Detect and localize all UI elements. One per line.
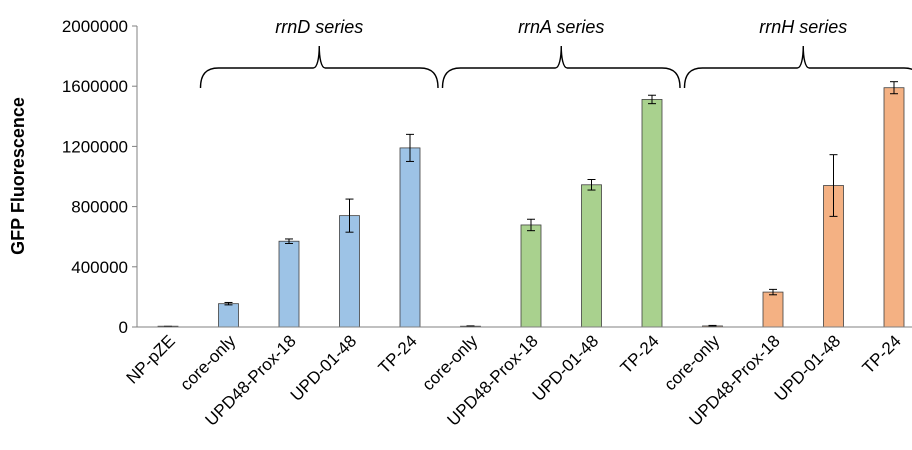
bracket-path — [441, 45, 681, 89]
category-label: UPD-01-48 — [771, 331, 845, 405]
error-bar — [224, 301, 233, 306]
bar — [218, 303, 239, 328]
bracket-path — [683, 45, 912, 89]
y-tick-label: 800000 — [71, 198, 128, 217]
y-axis: 0 400000 800000 1200000 1600000 2000000 — [62, 17, 138, 337]
bar — [278, 240, 300, 328]
category-label: core-only — [176, 331, 239, 394]
error-bar — [345, 198, 354, 233]
y-axis-label: GFP Fluorescence — [8, 97, 28, 255]
y-tick-label: 1200000 — [62, 137, 128, 156]
group-bracket: rrnH series — [683, 17, 912, 89]
group-label: rrnH series — [759, 17, 847, 37]
error-bar — [708, 324, 717, 327]
bar — [883, 87, 905, 328]
error-bar — [890, 81, 898, 95]
group-bracket: rrnA series — [441, 17, 681, 89]
bracket-path — [199, 45, 439, 89]
error-bars — [164, 81, 898, 328]
category-label: TP-24 — [375, 331, 421, 377]
bar — [641, 99, 663, 328]
category-label: UPD-01-48 — [529, 331, 603, 405]
bar — [520, 224, 542, 328]
category-label: NP-pZE — [123, 331, 179, 387]
bar — [762, 291, 784, 328]
y-tick-label: 1600000 — [62, 77, 128, 96]
y-tick-label: 0 — [119, 318, 128, 337]
category-label: core-only — [418, 331, 481, 394]
y-tick-label: 400000 — [71, 258, 128, 277]
group-label: rrnA series — [518, 17, 604, 37]
group-label: rrnD series — [275, 17, 363, 37]
error-bar — [587, 179, 596, 191]
category-label: UPD-01-48 — [287, 331, 361, 405]
group-bracket: rrnD series — [199, 17, 439, 89]
category-label: core-only — [660, 331, 723, 394]
error-bar — [285, 238, 293, 244]
error-bar — [648, 94, 656, 105]
error-bar — [527, 218, 535, 232]
bars — [157, 87, 905, 328]
y-tick-label: 2000000 — [62, 17, 128, 36]
error-bar — [406, 133, 414, 162]
category-label: TP-24 — [617, 331, 663, 377]
error-bar — [769, 288, 777, 296]
group-brackets: rrnD series rrnA series rrnH series — [199, 17, 912, 89]
bar — [581, 184, 602, 328]
bar — [399, 147, 421, 328]
category-label: TP-24 — [859, 331, 905, 377]
error-bar — [829, 154, 838, 217]
